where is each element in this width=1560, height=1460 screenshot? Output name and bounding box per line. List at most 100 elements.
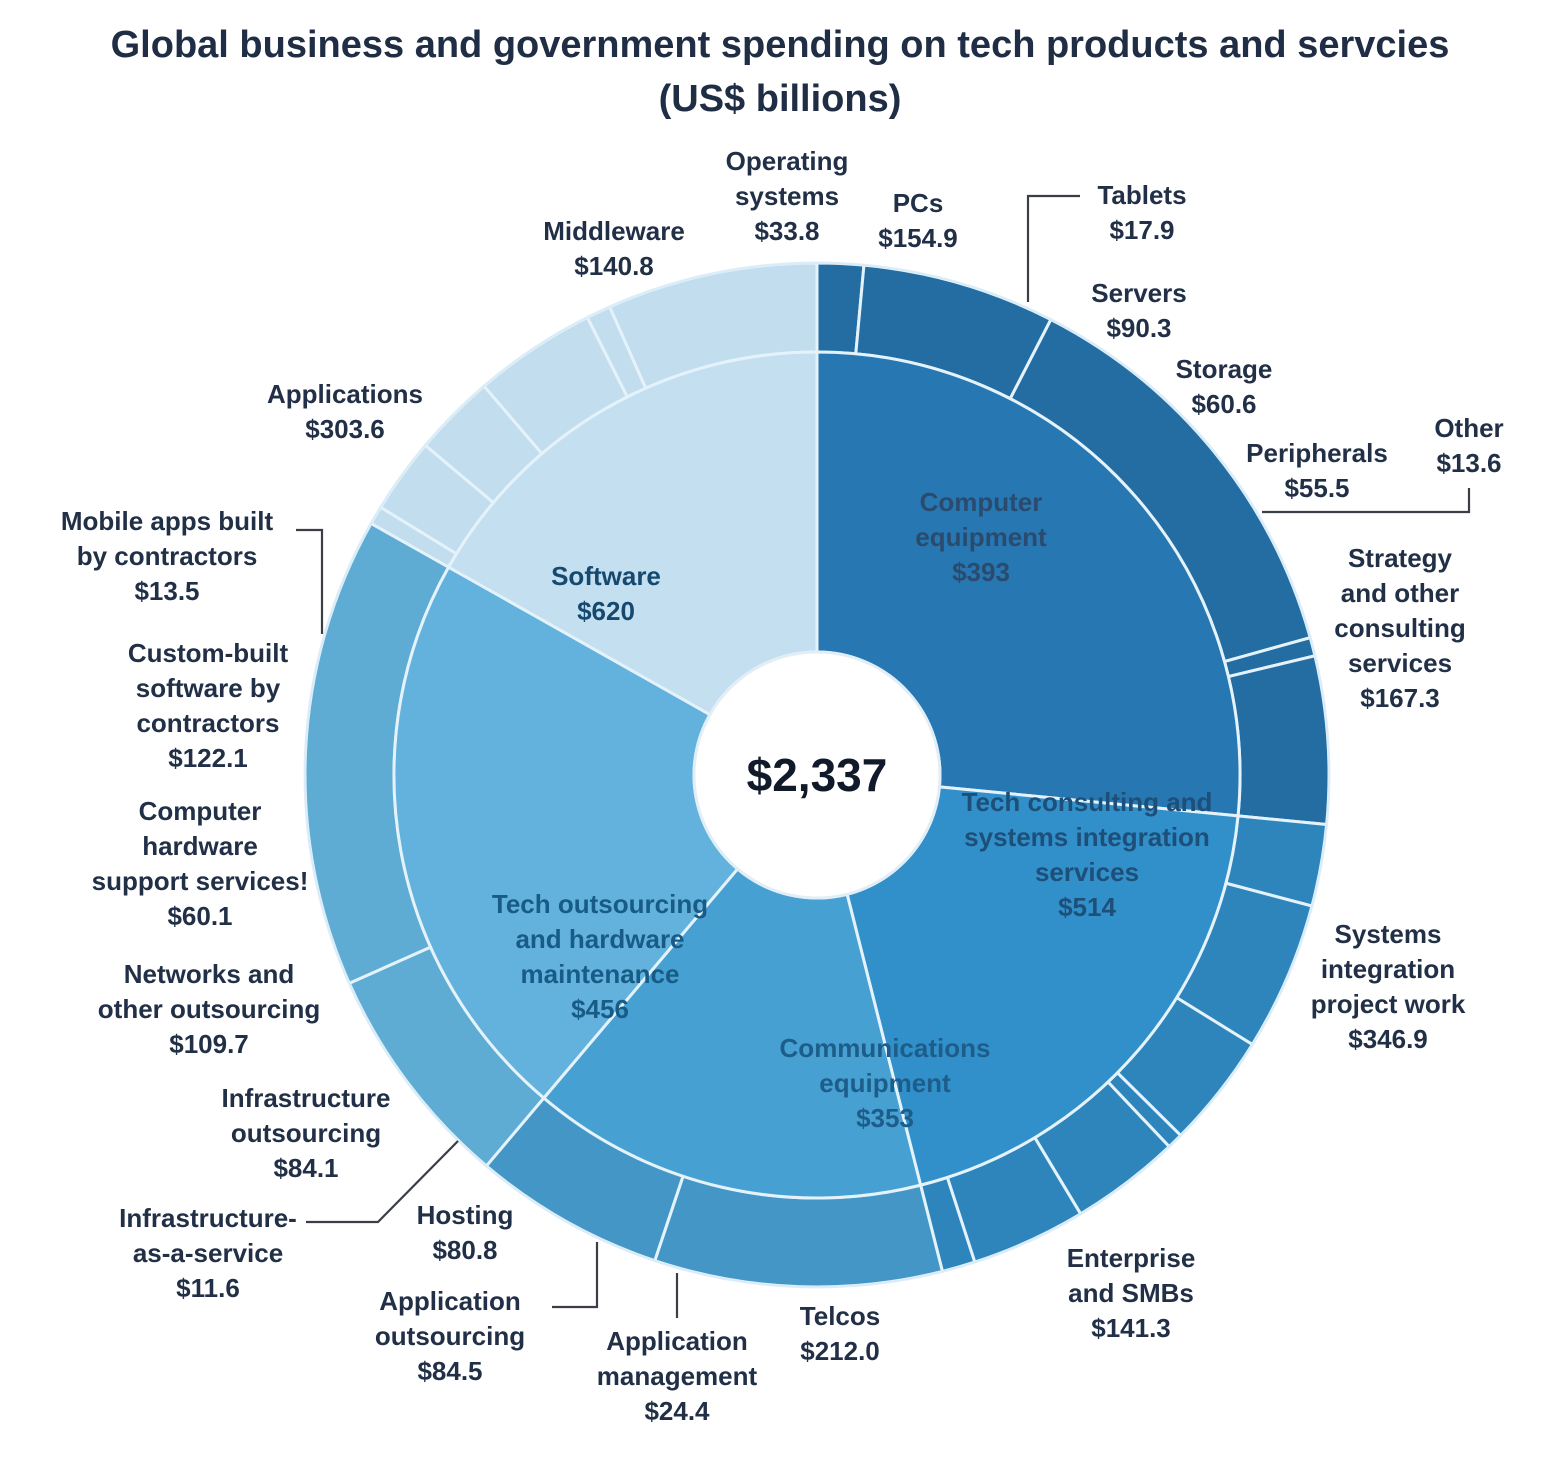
outer-label-line: Peripherals [1246, 438, 1388, 468]
outer-label-line: $60.1 [167, 901, 232, 931]
outer-label-line: Infrastructure [221, 1083, 390, 1113]
inner-label-line: services [1035, 857, 1139, 887]
outer-label-tablets: Tablets $17.9 [1097, 180, 1186, 245]
outer-label-storage: Storage $60.6 [1176, 354, 1273, 419]
leader-line-application-outsourcing [552, 1242, 599, 1309]
outer-label-telcos: Telcos $212.0 [800, 1301, 880, 1366]
center-hole [692, 650, 942, 900]
outer-label-line: $90.3 [1106, 313, 1171, 343]
outer-label-mobile-apps-built-by-contractors: Mobile apps built by contractors $13.5 [61, 506, 274, 606]
outer-label-line: Infrastructure- [119, 1203, 297, 1233]
leader-line-other [1262, 488, 1471, 514]
outer-label-line: $84.5 [417, 1356, 482, 1386]
outer-label-line: $84.1 [273, 1153, 338, 1183]
outer-label-line: $60.6 [1191, 389, 1256, 419]
center-total-label: $2,337 [747, 749, 888, 801]
inner-label-line: equipment [819, 1068, 951, 1098]
outer-label-line: Application [606, 1326, 748, 1356]
outer-label-line: $167.3 [1360, 683, 1440, 713]
leader-line-infrastructure-as-a-service [306, 1140, 459, 1224]
outer-label-line: Computer [139, 796, 262, 826]
outer-label-line: Servers [1091, 278, 1186, 308]
inner-label-line: maintenance [521, 959, 680, 989]
outer-label-line: outsourcing [231, 1118, 381, 1148]
outer-label-servers: Servers $90.3 [1091, 278, 1186, 343]
outer-label-line: as-a-service [133, 1238, 283, 1268]
outer-label-line: $80.8 [432, 1235, 497, 1265]
outer-label-line: consulting [1334, 613, 1465, 643]
outer-label-line: services [1348, 648, 1452, 678]
outer-label-line: management [597, 1361, 758, 1391]
outer-label-line: Systems [1335, 919, 1442, 949]
outer-ring-outline [304, 262, 1330, 1288]
inner-label-line: Communications [780, 1033, 991, 1063]
inner-label-line: $620 [577, 596, 635, 626]
outer-label-line: Custom-built [128, 638, 289, 668]
outer-label-line: Application [379, 1286, 521, 1316]
outer-label-line: $13.6 [1436, 448, 1501, 478]
outer-label-line: hardware [142, 831, 258, 861]
outer-label-line: Tablets [1097, 180, 1186, 210]
inner-label-tech-consulting-and-systems-integration-services: Tech consulting and systems integration se… [962, 787, 1213, 922]
inner-label-line: $353 [856, 1103, 914, 1133]
outer-label-line: Other [1434, 413, 1503, 443]
outer-label-peripherals: Peripherals $55.5 [1246, 438, 1388, 503]
outer-label-hosting: Hosting $80.8 [417, 1200, 514, 1265]
outer-label-line: outsourcing [375, 1321, 525, 1351]
outer-label-line: Storage [1176, 354, 1273, 384]
inner-label-line: $393 [952, 557, 1010, 587]
outer-label-line: systems [735, 181, 839, 211]
outer-label-line: and other [1341, 578, 1459, 608]
outer-label-line: $212.0 [800, 1336, 880, 1366]
inner-label-line: Software [551, 561, 661, 591]
inner-label-line: Tech consulting and [962, 787, 1213, 817]
outer-label-line: other outsourcing [98, 994, 320, 1024]
outer-label-line: $109.7 [169, 1029, 249, 1059]
outer-label-line: project work [1311, 989, 1466, 1019]
outer-label-middleware: Middleware $140.8 [543, 216, 685, 281]
chart-title: Global business and government spending … [0, 18, 1560, 126]
leader-line-tablets [1026, 194, 1080, 302]
outer-label-line: $33.8 [754, 216, 819, 246]
outer-label-infrastructure-outsourcing: Infrastructure outsourcing $84.1 [221, 1083, 390, 1183]
inner-label-line: systems integration [964, 822, 1210, 852]
outer-label-networks-and-other-outsourcing: Networks and other outsourcing $109.7 [98, 959, 320, 1059]
outer-label-line: $11.6 [176, 1273, 240, 1303]
inner-ring [392, 350, 1242, 1200]
outer-label-line: $141.3 [1091, 1313, 1171, 1343]
outer-label-line: $140.8 [574, 251, 654, 281]
inner-label-line: $514 [1058, 892, 1116, 922]
leader-lines [296, 194, 1471, 1318]
inner-label-tech-outsourcing-and-hardware-maintenance: Tech outsourcing and hardware maintenance $… [492, 889, 708, 1024]
outer-label-application-outsourcing: Application outsourcing $84.5 [375, 1286, 525, 1386]
leader-line-mobile-apps-built-by-contractors [296, 528, 324, 634]
outer-label-line: software by [136, 673, 281, 703]
outer-label-other: Other $13.6 [1434, 413, 1503, 478]
slice-labels: Operating systems $33.8 Middleware $140.8 App… [61, 146, 1504, 1426]
inner-label-computer-equipment: Computer equipment $393 [915, 487, 1047, 587]
outer-label-computer-hardware-support-services: Computer hardware support services! $60.1 [92, 796, 309, 931]
outer-label-line: $24.4 [644, 1396, 710, 1426]
outer-label-line: $17.9 [1109, 215, 1174, 245]
outer-label-line: support services! [92, 866, 309, 896]
chart-title-line-1: Global business and government spending … [110, 24, 1450, 66]
outer-label-line: $303.6 [305, 414, 385, 444]
outer-label-line: Middleware [543, 216, 685, 246]
outer-label-line: by contractors [77, 541, 258, 571]
inner-label-line: Computer [920, 487, 1043, 517]
outer-label-line: $346.9 [1348, 1024, 1428, 1054]
outer-label-line: Hosting [417, 1200, 514, 1230]
outer-label-pcs: PCs $154.9 [878, 188, 958, 253]
inner-label-software: Software $620 [551, 561, 661, 626]
outer-label-line: $122.1 [168, 743, 248, 773]
outer-label-line: integration [1321, 954, 1455, 984]
outer-label-strategy-and-other-consulting-services: Strategy and other consulting services $167.… [1334, 543, 1465, 713]
outer-label-line: Enterprise [1067, 1243, 1196, 1273]
outer-label-line: $13.5 [134, 576, 199, 606]
outer-label-line: PCs [893, 188, 944, 218]
outer-label-line: contractors [136, 708, 279, 738]
inner-label-line: Tech outsourcing [492, 889, 708, 919]
outer-label-applications: Applications $303.6 [267, 379, 423, 444]
